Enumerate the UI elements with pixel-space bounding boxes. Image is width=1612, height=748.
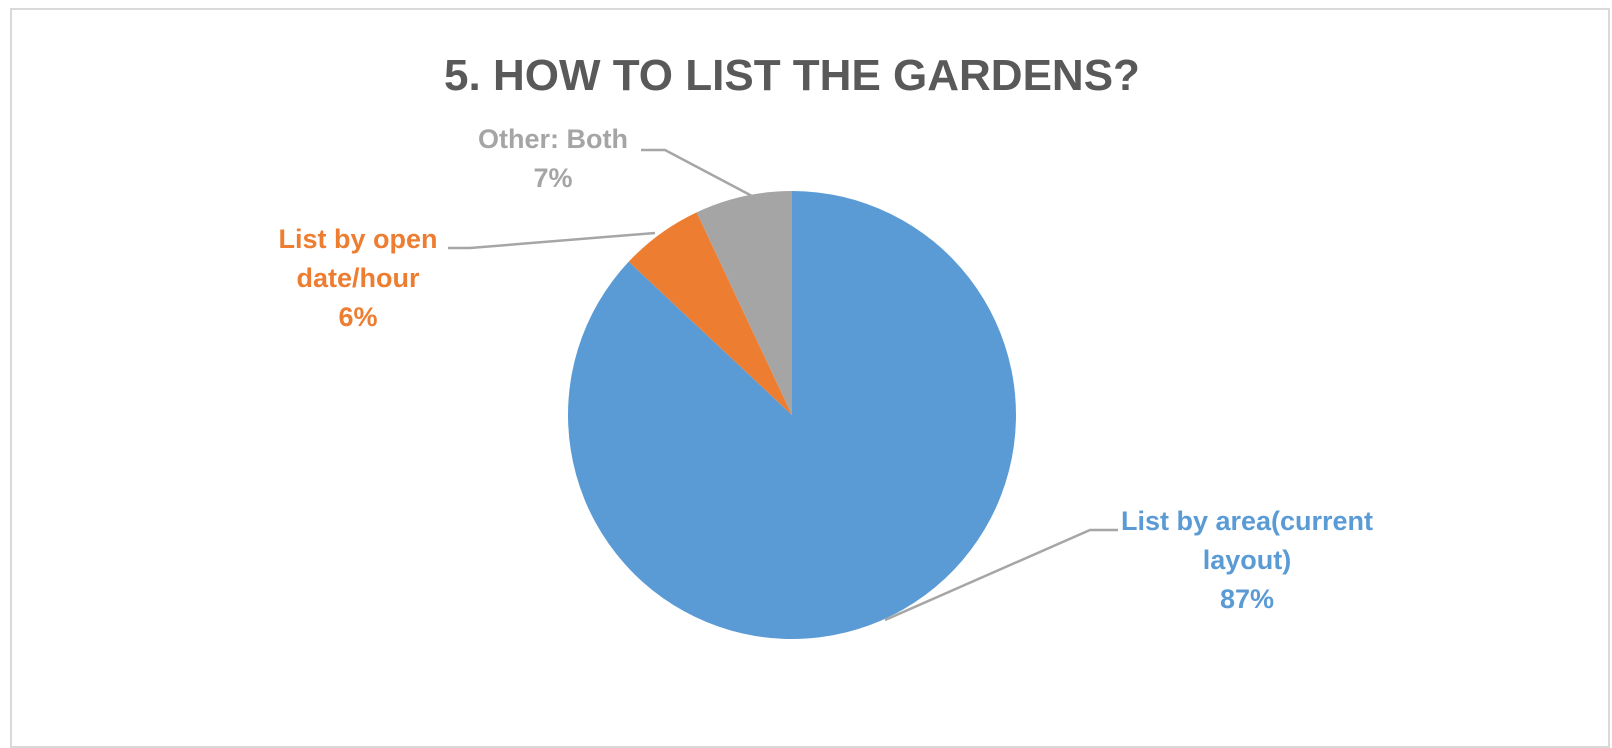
slice-name-label: List by area(current (1121, 506, 1373, 536)
pie-slice (567, 191, 1016, 640)
leader-line (884, 528, 1118, 622)
slice-label: List by open date/hour 6% (278, 224, 437, 332)
leader-line (641, 148, 753, 198)
chart-title: 5. HOW TO LIST THE GARDENS? (444, 51, 1140, 100)
slice-label: List by area(current layout) 87% (1121, 506, 1373, 614)
slice-labels: List by area(current layout) 87% List by op… (278, 124, 1373, 614)
slice-label: Other: Both 7% (478, 124, 628, 193)
slice-name-label: List by open (278, 224, 437, 254)
leader-lines (448, 148, 1118, 622)
slice-name-label: date/hour (296, 263, 419, 293)
leader-line (448, 231, 656, 250)
slice-name-label: layout) (1203, 545, 1292, 575)
pie-slice (696, 191, 792, 415)
slice-value-label: 87% (1220, 584, 1274, 614)
slice-name-label: Other: Both (478, 124, 628, 154)
pie-slice (628, 212, 792, 415)
pie-slices (567, 191, 1016, 640)
slice-value-label: 7% (533, 163, 572, 193)
slice-value-label: 6% (338, 302, 377, 332)
